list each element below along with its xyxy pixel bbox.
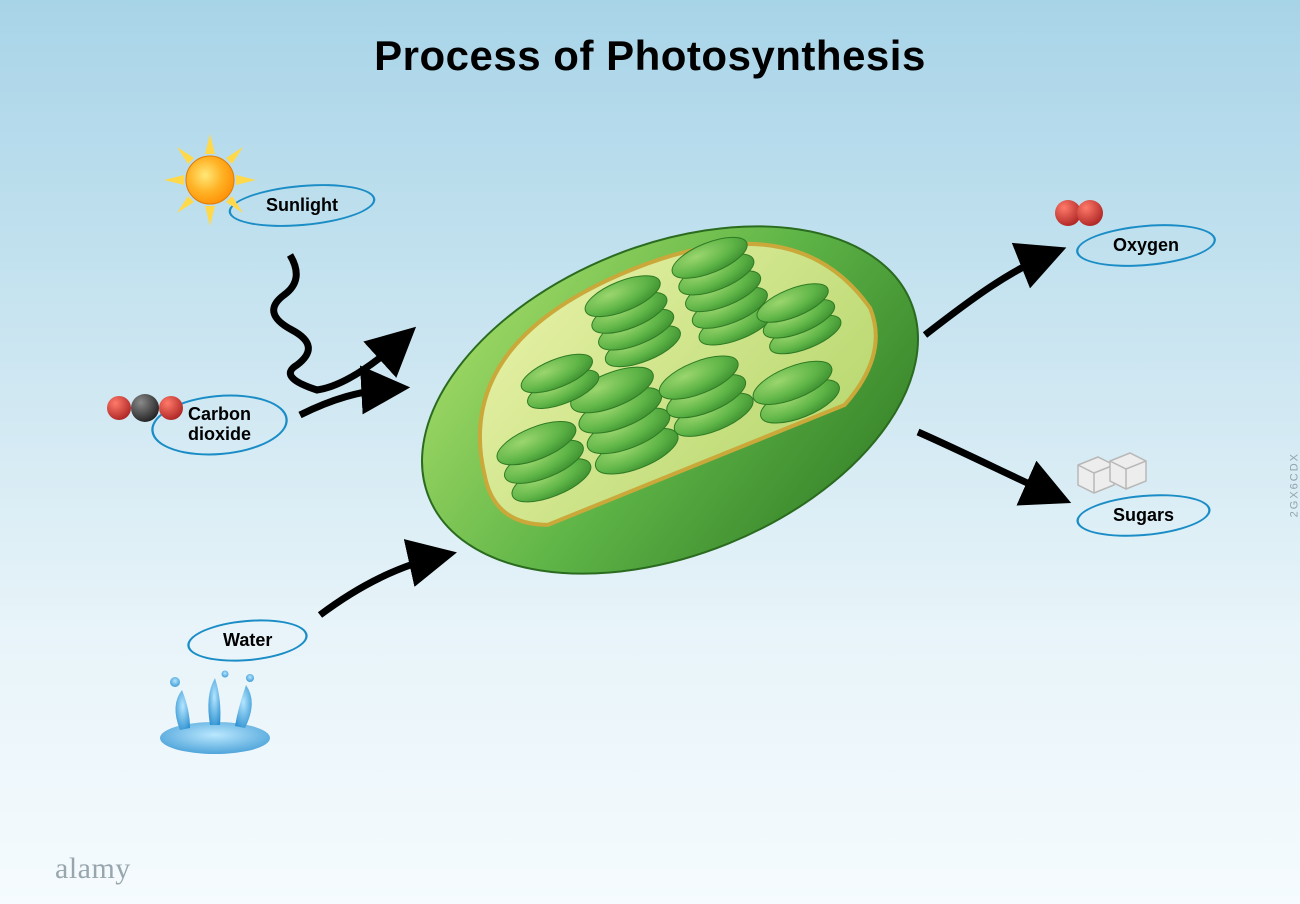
watermark-code: 2GX6CDX — [1288, 452, 1300, 517]
arrows-layer — [0, 0, 1300, 904]
watermark-brand: alamy — [55, 852, 131, 886]
